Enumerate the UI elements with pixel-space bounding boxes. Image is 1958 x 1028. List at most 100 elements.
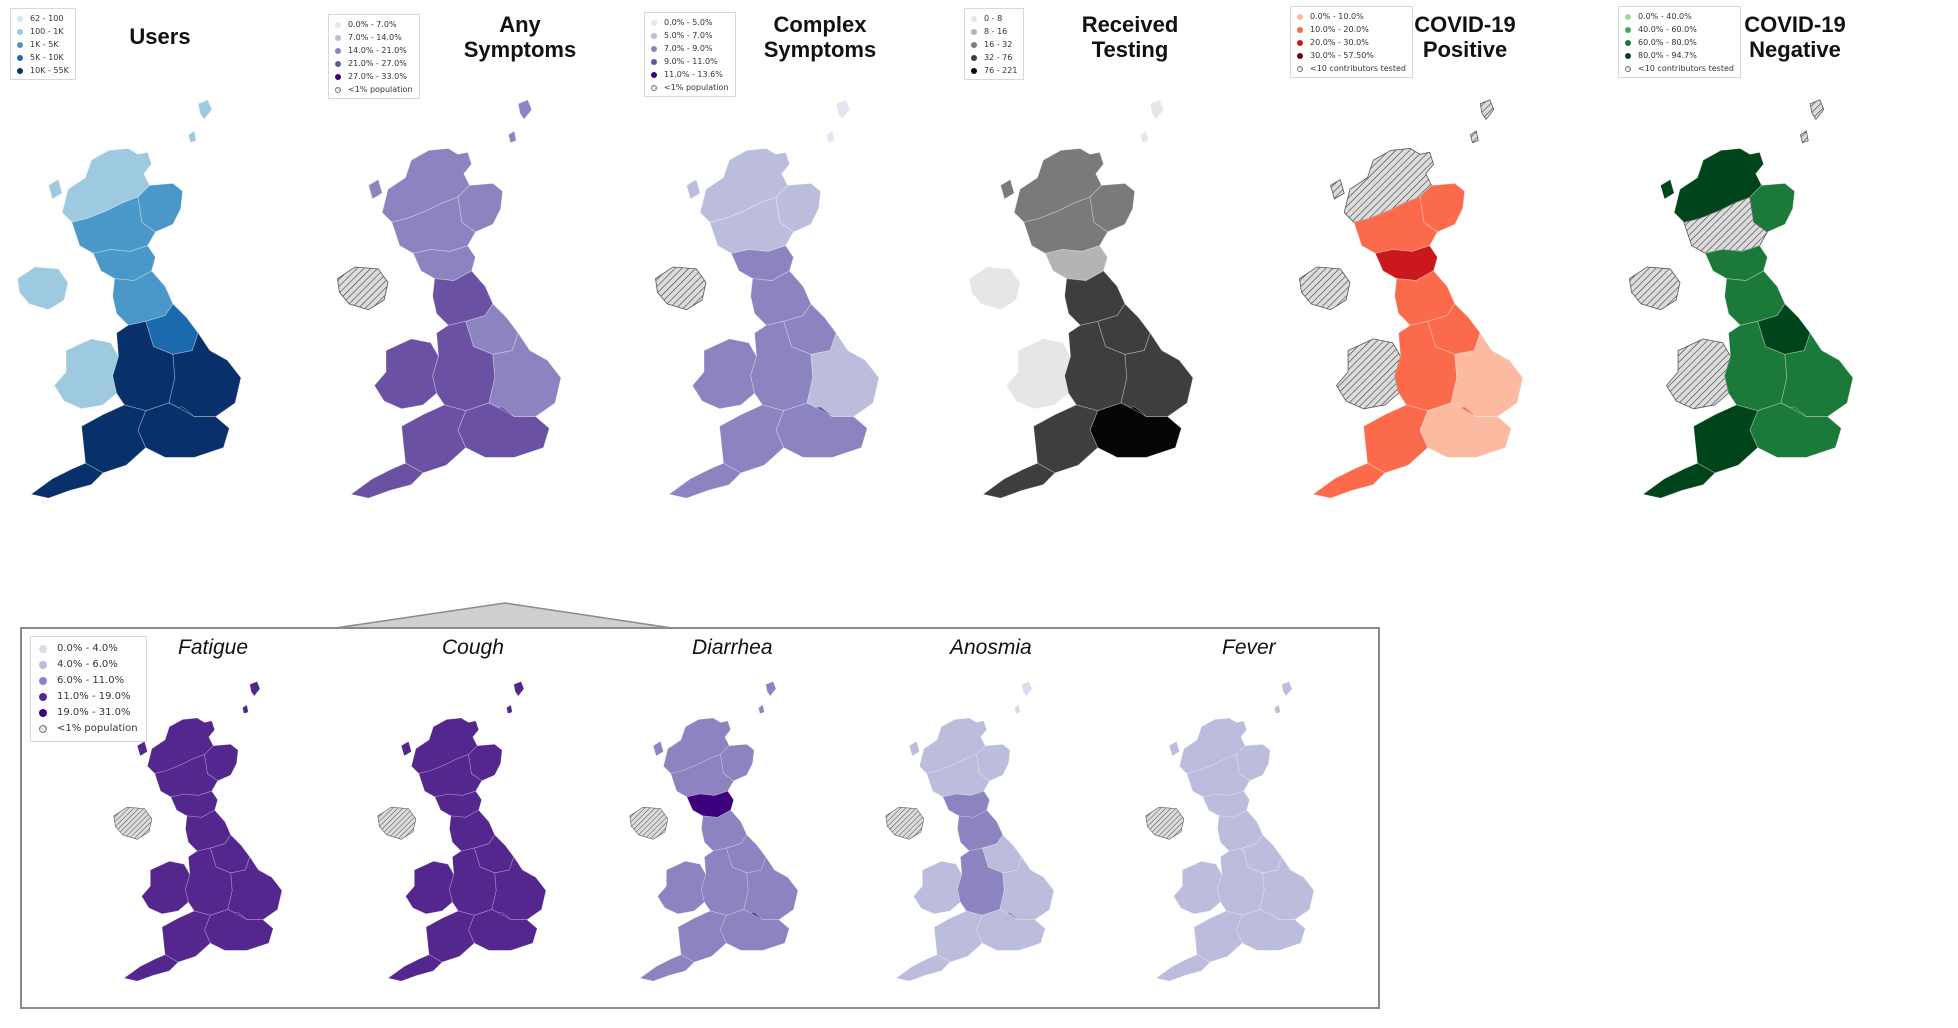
legend-item: 8 - 16: [971, 25, 1017, 38]
region-islands: [242, 681, 261, 714]
legend-complex-symptoms: 0.0% - 5.0% 5.0% - 7.0% 7.0% - 9.0% 9.0%…: [644, 12, 736, 97]
legend-users: 62 - 100 100 - 1K 1K - 5K 5K - 10K 10K -…: [10, 8, 76, 80]
legend-swatch: [1625, 13, 1631, 20]
region-wales: [1005, 338, 1071, 410]
region-scot-n: [1330, 148, 1434, 223]
legend-swatch: [651, 32, 657, 39]
region-sw: [1033, 404, 1099, 474]
legend-label: 0.0% - 4.0%: [57, 643, 118, 654]
legend-swatch: [971, 41, 977, 48]
region-scot-n: [1168, 717, 1248, 774]
region-ni: [113, 806, 153, 840]
region-scot-s: [942, 790, 990, 818]
legend-label: 21.0% - 27.0%: [348, 59, 407, 68]
legend-item: 60.0% - 80.0%: [1625, 36, 1734, 49]
region-scot-ne: [1236, 744, 1271, 782]
panel-title: COVID-19 Negative: [1744, 12, 1846, 62]
legend-label: 8 - 16: [984, 27, 1008, 36]
legend-swatch: [39, 645, 47, 653]
region-wales: [691, 338, 757, 410]
region-scot-s: [686, 790, 734, 818]
legend-item: 100 - 1K: [17, 25, 69, 38]
legend-label: 6.0% - 11.0%: [57, 675, 125, 686]
region-islands: [1470, 99, 1495, 144]
region-scot-s: [1044, 245, 1108, 281]
map-covid-19-negative: [1629, 99, 1854, 499]
region-se: [720, 909, 790, 951]
region-se: [457, 402, 550, 458]
region-cornwall: [123, 954, 179, 982]
legend-label: 10K - 55K: [30, 66, 69, 75]
legend-label: 14.0% - 21.0%: [348, 46, 407, 55]
legend-item: <1% population: [335, 83, 413, 96]
legend-label: 19.0% - 31.0%: [57, 707, 131, 718]
map-anosmia: [885, 681, 1055, 982]
region-ni: [1629, 266, 1681, 311]
symptoms-inset-frame: [20, 627, 1380, 1009]
legend-item: 0.0% - 5.0%: [651, 16, 729, 29]
legend-label: 20.0% - 30.0%: [1310, 38, 1369, 47]
region-cornwall: [387, 954, 443, 982]
panel-title: Any Symptoms: [463, 12, 577, 62]
legend-item: <1% population: [651, 81, 729, 94]
map-fever: [1145, 681, 1315, 982]
legend-label: 7.0% - 14.0%: [348, 33, 402, 42]
legend-label: 0.0% - 10.0%: [1310, 12, 1364, 21]
region-ni: [337, 266, 389, 311]
region-ni: [885, 806, 925, 840]
panel-users: 62 - 100 100 - 1K 1K - 5K 5K - 10K 10K -…: [0, 0, 320, 600]
region-scot-n: [368, 148, 472, 223]
region-sw: [81, 404, 147, 474]
legend-item: 30.0% - 57.50%: [1297, 49, 1406, 62]
region-se: [1089, 402, 1182, 458]
region-wales: [53, 338, 119, 410]
legend-label: 76 - 221: [984, 66, 1018, 75]
map-users: [17, 99, 242, 499]
region-scot-n: [686, 148, 790, 223]
region-wales: [1335, 338, 1401, 410]
legend-item: <10 contributors tested: [1625, 62, 1734, 75]
region-scot-s: [92, 245, 156, 281]
legend-swatch: [39, 661, 47, 669]
legend-item: 21.0% - 27.0%: [335, 57, 413, 70]
legend-label: 11.0% - 13.6%: [664, 70, 723, 79]
region-scot-s: [170, 790, 218, 818]
legend-item: 0.0% - 7.0%: [335, 18, 413, 31]
region-scot-ne: [775, 183, 822, 233]
inset-title-diarrhea: Diarrhea: [692, 636, 773, 659]
region-scot-n: [1000, 148, 1104, 223]
region-sw: [401, 404, 467, 474]
legend-swatch: [1625, 52, 1631, 59]
map-cough: [377, 681, 547, 982]
legend-item: 40.0% - 60.0%: [1625, 23, 1734, 36]
legend-item: 6.0% - 11.0%: [39, 673, 138, 689]
legend-label: 11.0% - 19.0%: [57, 691, 131, 702]
legend-item: 14.0% - 21.0%: [335, 44, 413, 57]
region-scot-s: [434, 790, 482, 818]
region-scot-ne: [468, 744, 503, 782]
legend-label: 40.0% - 60.0%: [1638, 25, 1697, 34]
legend-swatch-hatched: [335, 86, 341, 93]
legend-label: 5.0% - 7.0%: [664, 31, 713, 40]
legend-label: 60.0% - 80.0%: [1638, 38, 1697, 47]
region-scot-n: [136, 717, 216, 774]
region-scot-ne: [720, 744, 755, 782]
legend-item: 0.0% - 40.0%: [1625, 10, 1734, 23]
legend-swatch: [335, 73, 341, 80]
panel-title: Users: [129, 24, 191, 49]
panel-title: Received Testing: [1081, 12, 1179, 62]
region-scot-ne: [1419, 183, 1466, 233]
panel-covid-negative: 0.0% - 40.0% 40.0% - 60.0% 60.0% - 80.0%…: [1610, 0, 1958, 600]
legend-item: 11.0% - 13.6%: [651, 68, 729, 81]
region-wales: [1173, 860, 1223, 915]
legend-received-testing: 0 - 8 8 - 16 16 - 32 32 - 76 76 - 221: [964, 8, 1025, 80]
legend-swatch: [17, 54, 23, 61]
legend-swatch: [1625, 39, 1631, 46]
legend-swatch: [971, 54, 977, 61]
legend-swatch: [651, 19, 657, 26]
legend-item: 20.0% - 30.0%: [1297, 36, 1406, 49]
region-se: [1749, 402, 1842, 458]
region-wales: [913, 860, 963, 915]
region-se: [137, 402, 230, 458]
map-diarrhea: [629, 681, 799, 982]
